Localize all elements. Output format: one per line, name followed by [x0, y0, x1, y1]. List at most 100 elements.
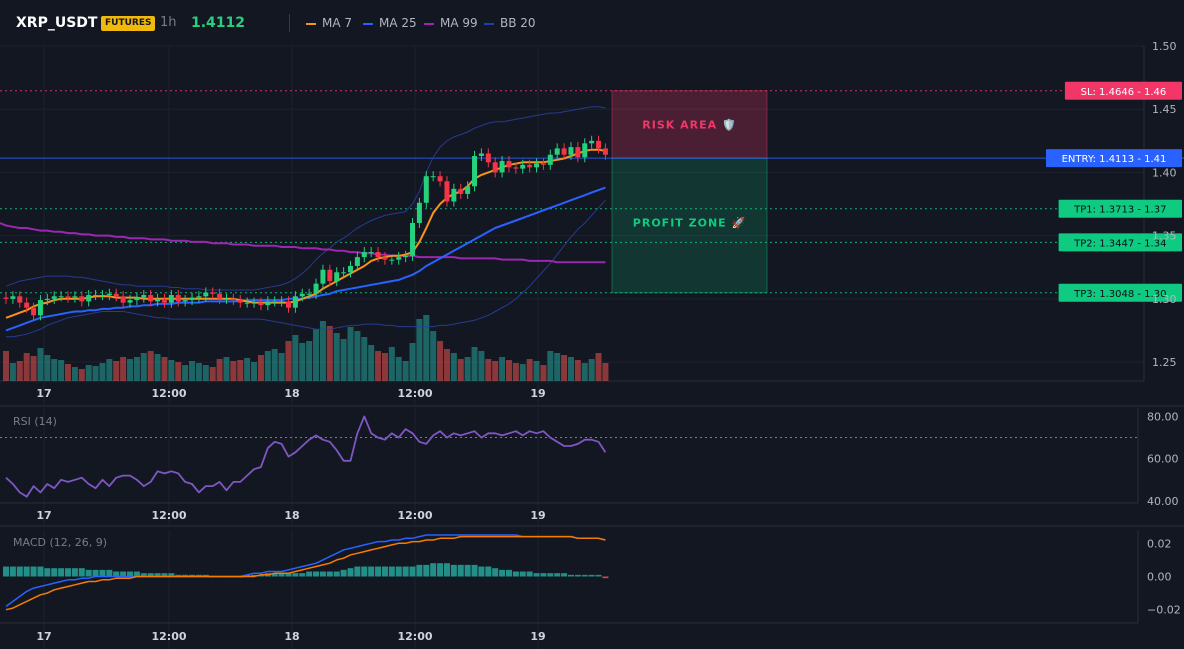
macd-signal-line[interactable] — [5, 535, 606, 611]
candle-body[interactable] — [120, 296, 126, 303]
candle-body[interactable] — [341, 272, 347, 274]
candle-body[interactable] — [465, 186, 471, 194]
candle-body[interactable] — [24, 302, 30, 308]
candle-body[interactable] — [423, 176, 429, 203]
candle-body[interactable] — [210, 292, 216, 294]
candle-body[interactable] — [203, 292, 209, 297]
candle-body[interactable] — [230, 298, 236, 301]
symbol-name[interactable]: XRP_USDT — [16, 15, 98, 31]
candle-body[interactable] — [575, 147, 581, 158]
legend-bb20[interactable]: BB 20 — [484, 0, 536, 46]
candle-body[interactable] — [554, 148, 560, 155]
candle-body[interactable] — [596, 140, 602, 149]
candle-body[interactable] — [10, 296, 16, 299]
candle-body[interactable] — [485, 153, 491, 163]
candle-body[interactable] — [437, 176, 443, 182]
legend-ma25[interactable]: MA 25 — [363, 0, 417, 46]
candle-body[interactable] — [299, 293, 305, 297]
bb-lower-line[interactable] — [6, 199, 606, 338]
candle-body[interactable] — [327, 269, 333, 282]
candle-body[interactable] — [148, 295, 154, 302]
candle-body[interactable] — [444, 181, 450, 202]
candle-body[interactable] — [17, 296, 23, 303]
candle-body[interactable] — [396, 257, 402, 260]
candle-body[interactable] — [168, 295, 174, 303]
candle-body[interactable] — [458, 188, 464, 194]
candle-body[interactable] — [561, 148, 567, 155]
candle-body[interactable] — [410, 222, 416, 256]
candle-body[interactable] — [361, 252, 367, 258]
candle-body[interactable] — [368, 252, 374, 254]
candle-body[interactable] — [155, 298, 161, 302]
macd-line[interactable] — [5, 534, 606, 608]
candle-body[interactable] — [589, 140, 595, 144]
take-profit-tag[interactable] — [1058, 283, 1182, 302]
candle-body[interactable] — [389, 259, 395, 261]
candle-body[interactable] — [279, 301, 285, 303]
candle-body[interactable] — [382, 257, 388, 260]
candle-body[interactable] — [31, 307, 37, 316]
candle-body[interactable] — [534, 163, 540, 168]
candle-body[interactable] — [44, 298, 50, 301]
candle-body[interactable] — [430, 176, 436, 178]
candle-body[interactable] — [113, 293, 119, 297]
candle-body[interactable] — [127, 300, 133, 303]
take-profit-tag[interactable] — [1058, 233, 1182, 252]
candle-body[interactable] — [313, 283, 319, 294]
profit-zone[interactable] — [611, 157, 768, 294]
candle-body[interactable] — [320, 269, 326, 284]
candle-body[interactable] — [499, 161, 505, 173]
candle-body[interactable] — [582, 143, 588, 158]
candle-body[interactable] — [540, 163, 546, 165]
candle-body[interactable] — [37, 300, 43, 316]
candle-body[interactable] — [348, 265, 353, 273]
candle-body[interactable] — [106, 293, 112, 296]
candle-body[interactable] — [258, 302, 264, 306]
candle-body[interactable] — [472, 155, 478, 187]
candle-body[interactable] — [99, 295, 105, 297]
candle-body[interactable] — [272, 301, 278, 303]
candle-body[interactable] — [161, 298, 167, 303]
candle-body[interactable] — [93, 295, 99, 297]
candle-body[interactable] — [58, 296, 64, 298]
candle-body[interactable] — [251, 302, 257, 304]
candle-body[interactable] — [602, 148, 608, 155]
candle-body[interactable] — [520, 164, 526, 169]
candle-body[interactable] — [86, 295, 92, 302]
rsi-line[interactable] — [5, 415, 607, 498]
candle-body[interactable] — [217, 293, 223, 299]
candle-body[interactable] — [182, 300, 188, 302]
candle-body[interactable] — [265, 301, 271, 306]
legend-ma7[interactable]: MA 7 — [306, 0, 352, 46]
candle-body[interactable] — [506, 161, 512, 168]
candle-body[interactable] — [3, 297, 9, 299]
candle-body[interactable] — [513, 167, 519, 169]
interval-label[interactable]: 1h — [160, 15, 177, 30]
candle-body[interactable] — [51, 296, 57, 299]
candle-body[interactable] — [175, 295, 181, 302]
candle-body[interactable] — [79, 296, 85, 302]
candle-body[interactable] — [334, 272, 340, 282]
candle-body[interactable] — [375, 252, 381, 258]
candle-body[interactable] — [223, 298, 229, 300]
candle-body[interactable] — [292, 296, 298, 308]
candle-body[interactable] — [196, 296, 202, 298]
candle-body[interactable] — [72, 296, 78, 298]
take-profit-tag[interactable] — [1058, 199, 1182, 218]
candle-body[interactable] — [547, 154, 553, 165]
stop-loss-tag[interactable] — [1064, 81, 1182, 100]
candle-body[interactable] — [237, 300, 243, 303]
candle-body[interactable] — [451, 188, 457, 202]
candle-body[interactable] — [492, 162, 498, 173]
ma7-line[interactable] — [5, 148, 606, 319]
candle-body[interactable] — [134, 297, 140, 301]
candle-body[interactable] — [306, 293, 312, 295]
candle-body[interactable] — [478, 153, 484, 156]
candle-body[interactable] — [244, 302, 250, 304]
ma99-line[interactable] — [0, 222, 606, 264]
risk-area-zone[interactable] — [611, 90, 768, 159]
candle-body[interactable] — [527, 164, 533, 168]
legend-ma99[interactable]: MA 99 — [424, 0, 478, 46]
candle-body[interactable] — [354, 257, 360, 266]
